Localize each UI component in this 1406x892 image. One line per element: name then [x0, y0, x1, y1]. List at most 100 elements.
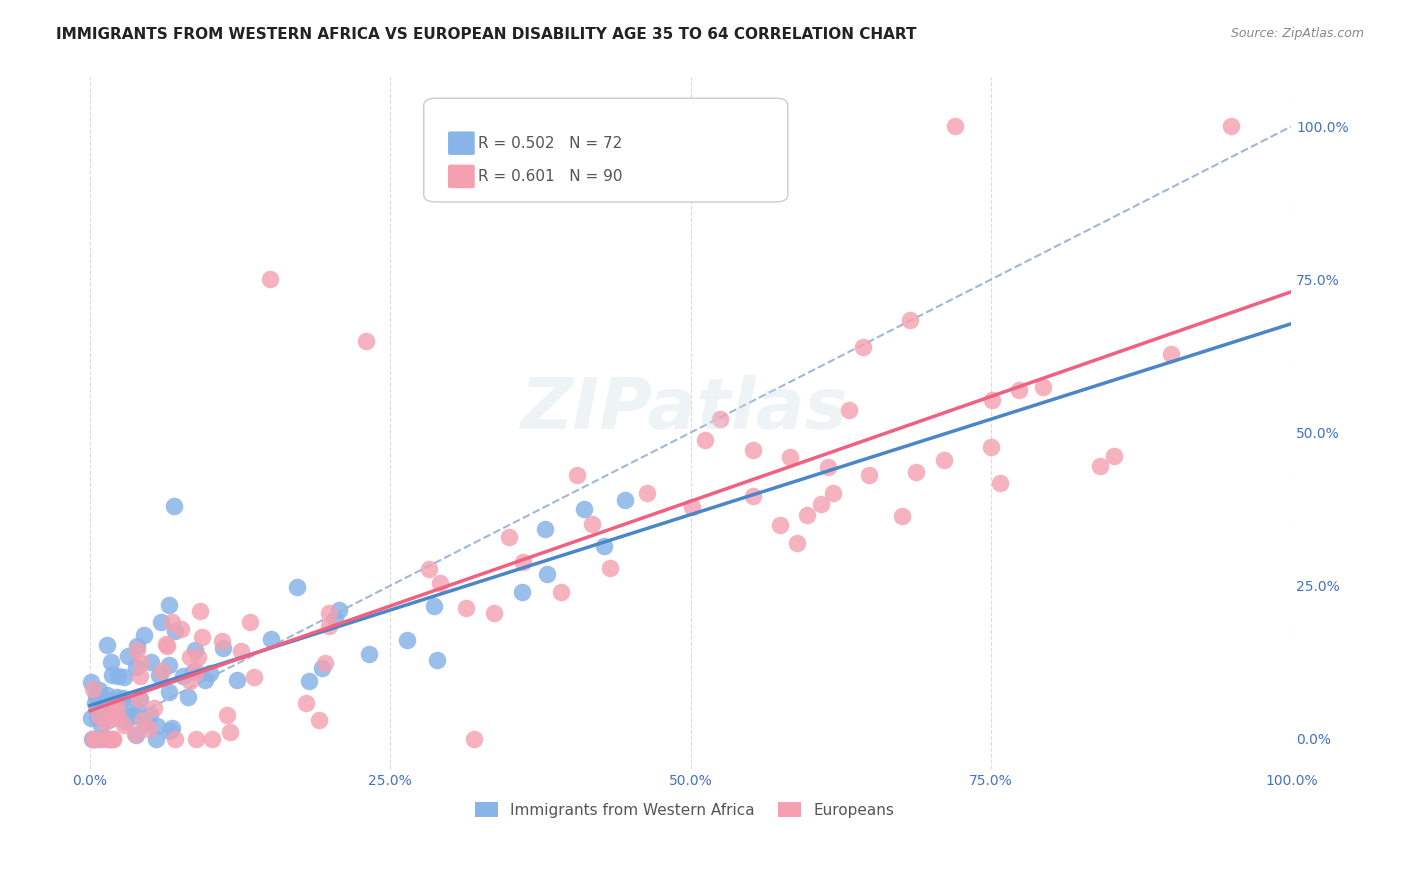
- FancyBboxPatch shape: [449, 131, 475, 155]
- Point: [114, 670, 136, 684]
- Point: [817, 460, 839, 475]
- Point: [891, 508, 914, 523]
- Point: [898, 312, 921, 326]
- Point: [156, 639, 179, 653]
- Point: [681, 500, 703, 514]
- Point: [429, 575, 451, 590]
- Point: [779, 450, 801, 464]
- Point: [298, 673, 321, 688]
- Point: [484, 606, 506, 620]
- Point: [318, 619, 340, 633]
- Point: [107, 669, 129, 683]
- Point: [226, 673, 249, 688]
- Point: [359, 647, 381, 661]
- Point: [328, 603, 350, 617]
- Point: [821, 486, 844, 500]
- Point: [100, 709, 122, 723]
- Point: [904, 465, 927, 479]
- Point: [100, 656, 122, 670]
- Point: [83, 731, 105, 746]
- Text: R = 0.502   N = 72: R = 0.502 N = 72: [478, 136, 623, 151]
- Point: [243, 670, 266, 684]
- Point: [86, 710, 108, 724]
- Point: [131, 656, 153, 670]
- Point: [112, 691, 135, 706]
- Point: [105, 699, 128, 714]
- Point: [565, 467, 588, 482]
- Point: [82, 731, 104, 746]
- Point: [533, 522, 555, 536]
- Point: [94, 714, 117, 729]
- Point: [141, 655, 163, 669]
- Point: [314, 656, 336, 670]
- Point: [741, 489, 763, 503]
- Point: [82, 731, 104, 746]
- Point: [768, 518, 790, 533]
- Point: [285, 581, 308, 595]
- Point: [128, 669, 150, 683]
- Point: [157, 684, 180, 698]
- Point: [149, 615, 172, 629]
- Text: Source: ZipAtlas.com: Source: ZipAtlas.com: [1230, 27, 1364, 40]
- Point: [177, 690, 200, 705]
- Point: [463, 731, 485, 746]
- Point: [163, 499, 186, 513]
- Point: [395, 633, 418, 648]
- Point: [318, 606, 340, 620]
- Point: [636, 486, 658, 500]
- Point: [572, 501, 595, 516]
- Point: [170, 622, 193, 636]
- Point: [211, 640, 233, 655]
- Point: [418, 562, 440, 576]
- Point: [1160, 347, 1182, 361]
- Point: [512, 555, 534, 569]
- Point: [83, 697, 105, 711]
- Point: [80, 711, 103, 725]
- Point: [454, 600, 477, 615]
- Point: [114, 708, 136, 723]
- Point: [211, 634, 233, 648]
- Point: [592, 540, 614, 554]
- Point: [96, 688, 118, 702]
- Point: [183, 665, 205, 679]
- Point: [84, 731, 107, 746]
- Text: ZIPatlas: ZIPatlas: [522, 375, 848, 444]
- Point: [510, 585, 533, 599]
- Point: [93, 731, 115, 746]
- Point: [260, 632, 283, 646]
- Point: [127, 704, 149, 718]
- Point: [128, 692, 150, 706]
- Point: [159, 724, 181, 739]
- Point: [163, 731, 186, 746]
- Point: [613, 493, 636, 508]
- Point: [1088, 458, 1111, 473]
- Text: IMMIGRANTS FROM WESTERN AFRICA VS EUROPEAN DISABILITY AGE 35 TO 64 CORRELATION C: IMMIGRANTS FROM WESTERN AFRICA VS EUROPE…: [56, 27, 917, 42]
- Text: R = 0.601   N = 90: R = 0.601 N = 90: [478, 169, 623, 184]
- Point: [80, 675, 103, 690]
- Point: [1008, 384, 1031, 398]
- Point: [1220, 120, 1243, 134]
- Point: [323, 612, 346, 626]
- Point: [101, 667, 124, 681]
- Point: [139, 707, 162, 722]
- Point: [101, 731, 124, 746]
- Point: [101, 700, 124, 714]
- Point: [581, 516, 603, 531]
- Point: [157, 657, 180, 672]
- Point: [160, 615, 183, 630]
- Point: [127, 639, 149, 653]
- Point: [146, 719, 169, 733]
- FancyBboxPatch shape: [423, 98, 787, 202]
- Point: [311, 661, 333, 675]
- Point: [97, 731, 120, 746]
- Point: [132, 628, 155, 642]
- Point: [87, 731, 110, 746]
- Point: [90, 717, 112, 731]
- Point: [155, 637, 177, 651]
- Point: [184, 643, 207, 657]
- Point: [179, 673, 201, 688]
- Legend: Immigrants from Western Africa, Europeans: Immigrants from Western Africa, European…: [470, 796, 900, 824]
- Point: [536, 566, 558, 581]
- Point: [422, 599, 444, 613]
- Point: [943, 120, 966, 134]
